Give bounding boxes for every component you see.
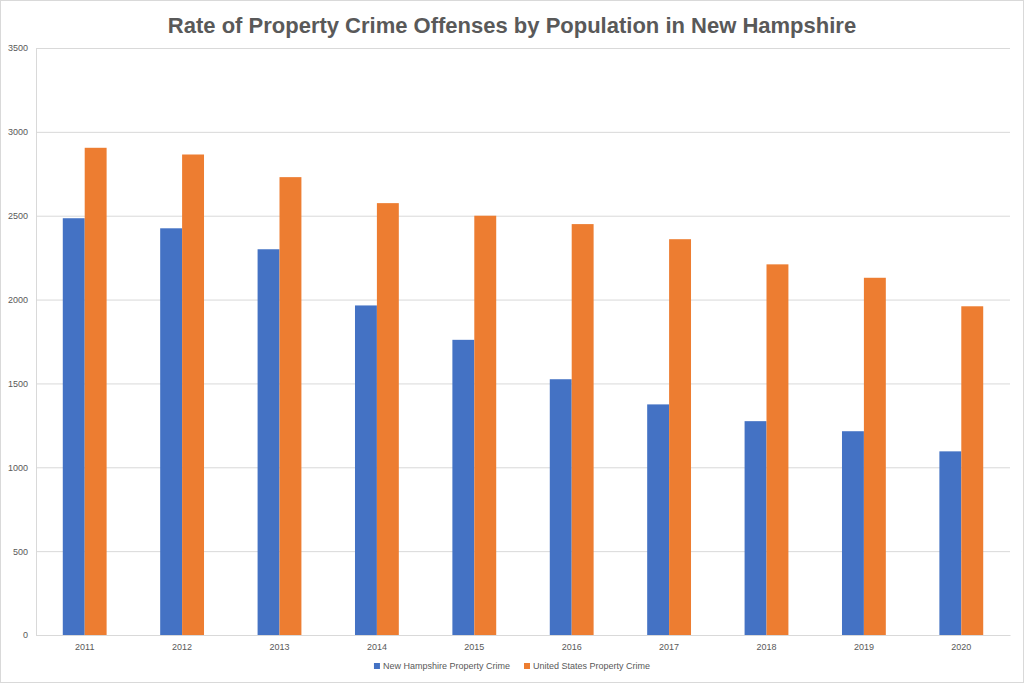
y-tick-label: 500: [13, 547, 28, 557]
x-tick-label: 2012: [172, 642, 192, 652]
y-axis: 0 500 1000 1500 2000 2500 3000 3500: [8, 43, 1010, 640]
x-tick-label: 2015: [464, 642, 484, 652]
x-tick-label: 2018: [756, 642, 776, 652]
legend: New Hampshire Property Crime United State…: [374, 661, 650, 671]
bar: [182, 154, 204, 635]
y-tick-label: 2000: [8, 295, 28, 305]
y-axis-line: [36, 49, 37, 636]
legend-swatch: [374, 663, 380, 669]
x-tick: 2013: [269, 635, 289, 652]
legend-label: United States Property Crime: [533, 661, 650, 671]
x-tick-label: 2016: [562, 642, 582, 652]
y-tick: 3000: [8, 127, 1010, 137]
bar: [160, 228, 182, 635]
bar: [452, 340, 474, 635]
bar: [280, 177, 302, 635]
bar: [63, 218, 85, 635]
x-axis: 2011 2012 2013 2014 2015 2016 2017 2018 2019 2020: [37, 635, 1011, 652]
x-tick-label: 2011: [75, 642, 94, 652]
y-tick: 2000: [8, 295, 1010, 305]
bar: [572, 224, 594, 635]
bar-series: [85, 148, 984, 635]
bar: [474, 216, 496, 635]
bar: [85, 148, 107, 635]
x-tick-label: 2014: [367, 642, 387, 652]
x-tick-label: 2019: [854, 642, 874, 652]
y-tick-label: 0: [23, 630, 28, 640]
y-tick-label: 1000: [8, 463, 28, 473]
legend-item: United States Property Crime: [524, 661, 650, 671]
chart-border: [1, 1, 1024, 683]
bar: [767, 264, 789, 635]
x-tick: 2017: [659, 635, 679, 652]
x-tick-label: 2017: [659, 642, 679, 652]
y-tick: 1500: [8, 379, 1010, 389]
legend-item: New Hampshire Property Crime: [374, 661, 510, 671]
y-tick: 3500: [8, 43, 1010, 53]
grid-line: [36, 635, 1010, 636]
legend-swatch: [524, 663, 530, 669]
y-tick-label: 1500: [8, 379, 28, 389]
x-tick: 2016: [562, 635, 582, 652]
bar: [647, 404, 669, 635]
y-tick-label: 3000: [8, 127, 28, 137]
x-tick: 2020: [951, 635, 971, 652]
x-axis-line: [37, 635, 1011, 636]
y-tick-label: 2500: [8, 211, 28, 221]
bar: [745, 421, 767, 635]
bar: [939, 451, 961, 635]
bar: [377, 203, 399, 635]
title: Rate of Property Crime Offenses by Popul…: [168, 13, 856, 38]
legend-label: New Hampshire Property Crime: [383, 661, 510, 671]
grid-line: [36, 132, 1010, 133]
y-tick-label: 3500: [8, 43, 28, 53]
x-tick: 2018: [756, 635, 776, 652]
chart: Rate of Property Crime Offenses by Popul…: [0, 0, 1024, 683]
bar: [961, 306, 983, 635]
grid-line: [36, 48, 1010, 49]
x-tick: 2014: [367, 635, 387, 652]
bar: [842, 431, 864, 635]
bar: [355, 305, 377, 635]
x-tick: 2019: [854, 635, 874, 652]
x-tick-label: 2020: [951, 642, 971, 652]
bar: [550, 379, 572, 635]
bar: [864, 278, 886, 635]
bar: [258, 249, 280, 635]
plot: 0 500 1000 1500 2000 2500 3000 3500 2011 2012 2013…: [8, 43, 1011, 652]
bars: [63, 148, 983, 635]
x-tick-label: 2013: [269, 642, 289, 652]
x-tick: 2012: [172, 635, 192, 652]
bar: [669, 239, 691, 635]
x-tick: 2015: [464, 635, 484, 652]
x-tick: 2011: [75, 635, 94, 652]
y-tick: 2500: [8, 211, 1010, 221]
